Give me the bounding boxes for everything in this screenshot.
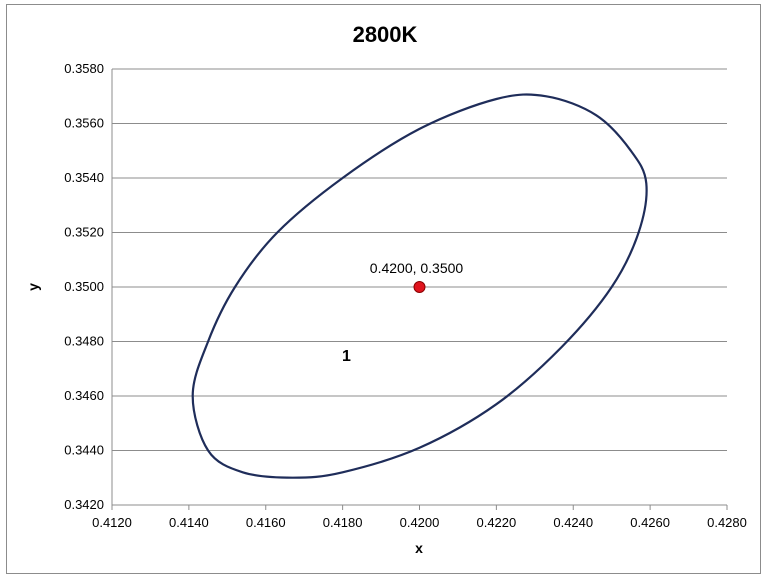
- grid-lines: [112, 68, 727, 451]
- y-tick-label: 0.3580: [64, 61, 104, 76]
- x-tick-labels: 0.4120 0.4140 0.4160 0.4180 0.4200 0.4220 0.42…: [92, 515, 747, 530]
- y-tick-label: 0.3460: [64, 388, 104, 403]
- x-tick-label: 0.4160: [246, 515, 286, 530]
- x-tick-label: 0.4120: [92, 515, 132, 530]
- chart-title: 2800K: [353, 22, 418, 47]
- x-tick-label: 0.4280: [707, 515, 747, 530]
- y-tick-label: 0.3520: [64, 225, 104, 240]
- y-tick-label: 0.3560: [64, 116, 104, 131]
- x-tick-label: 0.4140: [169, 515, 209, 530]
- axes: [111, 69, 728, 510]
- tolerance-ellipse: [191, 93, 648, 479]
- center-point-label: 0.4200, 0.3500: [370, 260, 464, 276]
- y-tick-label: 0.3540: [64, 170, 104, 185]
- x-tick-label: 0.4260: [630, 515, 670, 530]
- chart-frame: [6, 4, 761, 574]
- x-tick-label: 0.4240: [553, 515, 593, 530]
- x-tick-label: 0.4220: [476, 515, 516, 530]
- y-tick-label: 0.3420: [64, 497, 104, 512]
- x-tick-label: 0.4180: [323, 515, 363, 530]
- y-tick-labels: 0.3420 0.3440 0.3460 0.3480 0.3500 0.3520 0.35…: [64, 61, 104, 512]
- x-axis-label: x: [415, 540, 423, 556]
- y-tick-label: 0.3480: [64, 334, 104, 349]
- x-tick-label: 0.4200: [400, 515, 440, 530]
- y-tick-label: 0.3500: [64, 279, 104, 294]
- y-axis-label: y: [25, 283, 41, 291]
- center-point: [413, 281, 426, 293]
- ellipse-annotation: 1: [342, 348, 351, 365]
- y-tick-label: 0.3440: [64, 443, 104, 458]
